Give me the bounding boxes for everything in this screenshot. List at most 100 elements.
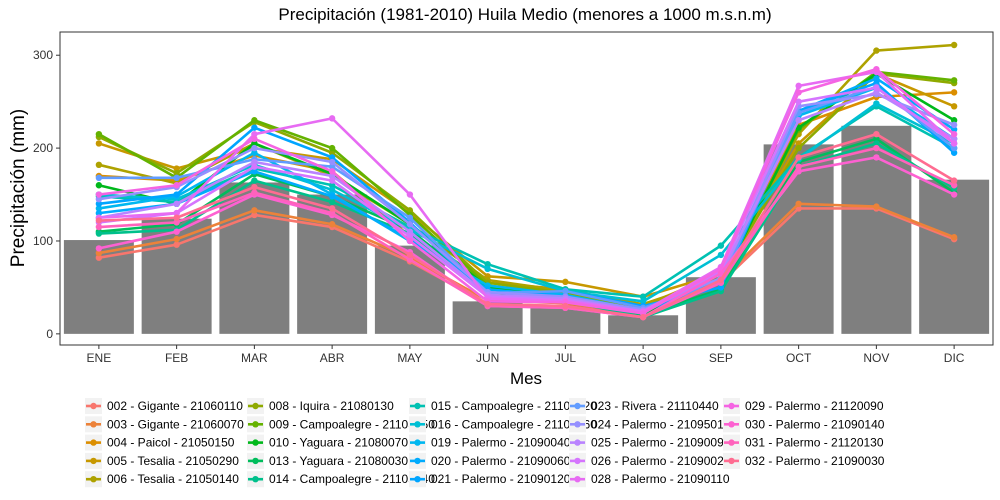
series-point [95,249,103,257]
series-point [95,230,103,237]
legend-label: 014 - Campoalegre - 21105040 [269,472,435,486]
series-point [950,117,958,124]
series-point [328,115,336,122]
legend-label: 015 - Campoalegre - 21100120 [431,399,597,413]
series-layer [95,41,958,321]
series-point [173,191,180,198]
series-point [95,200,103,208]
series-point [251,189,258,196]
x-axis-label: Mes [510,369,542,388]
legend-key-point [414,421,421,428]
series-line [98,67,955,315]
y-axis: 0 100 200 300 [33,48,60,341]
legend-label: 019 - Palermo - 21090040 [431,436,571,450]
legend-item: 026 - Palermo - 21090020 [569,452,731,469]
series-point [950,234,958,241]
legend-key-point [90,476,97,483]
legend-key-point [252,476,259,483]
series-point [950,140,958,147]
series-point [639,313,647,321]
legend-key-point [414,402,421,410]
legend-key-point [414,457,421,465]
series-point [873,135,880,143]
legend-item: 009 - Campoalegre - 21105050 [247,416,435,433]
series-point [173,182,180,189]
legend-item: 028 - Palermo - 21090110 [569,471,730,488]
series-point [717,242,725,249]
legend-label: 020 - Palermo - 21090060 [431,454,571,468]
series-point [328,168,336,175]
series-point [251,163,258,170]
series-point [406,237,414,245]
legend-key-point [252,439,259,446]
series-line [98,92,955,312]
legend-label: 030 - Palermo - 21090140 [745,417,885,431]
series-21 [95,65,958,317]
legend-key-point [414,476,421,483]
legend-item: 031 - Palermo - 21120130 [723,434,884,451]
legend-item: 014 - Campoalegre - 21105040 [247,471,435,488]
legend-item: 006 - Tesalia - 21050140 [85,471,239,488]
series-point [251,158,258,166]
legend-key-point [728,421,735,428]
bar-layer [63,125,990,334]
series-point [251,124,258,131]
series-point [251,130,258,138]
series-point [173,165,180,172]
series-line [98,146,955,319]
series-point [406,191,414,198]
series-point [328,186,336,194]
series-point [950,130,958,138]
legend-label: 023 - Rivera - 21110440 [591,399,719,413]
series-point [251,135,258,143]
series-point [950,89,958,96]
y-tick-label: 300 [33,48,53,62]
series-point [950,191,958,198]
x-tick-label: ABR [320,351,345,365]
legend-label: 021 - Palermo - 21090120 [431,472,571,486]
series-point [328,209,336,217]
x-axis: ENE FEB MAR ABR MAY JUN JUL AGO SEP OCT NOV DIC [87,345,965,365]
series-point [173,200,180,208]
series-point [173,228,180,235]
series-point [406,228,414,235]
series-point [251,211,258,219]
legend-label: 013 - Yaguara - 21080030 [269,454,408,468]
series-point [251,144,258,152]
series-point [950,41,958,49]
series-point [173,241,180,248]
series-point [950,177,958,184]
x-tick-label: MAR [241,351,268,365]
legend-key-point [728,457,735,465]
series-point [95,191,103,198]
series-line [98,86,955,312]
legend-item: 030 - Palermo - 21090140 [723,416,885,433]
legend-key-point [574,457,581,465]
series-point [873,140,880,147]
series-point [251,207,258,214]
legend-item: 004 - Paicol - 21050150 [85,434,235,451]
legend-item: 021 - Palermo - 21090120 [409,471,571,488]
series-point [95,254,103,261]
series-17 [95,91,958,313]
legend-item: 015 - Campoalegre - 21100120 [409,398,597,414]
x-tick-label: FEB [165,351,188,365]
series-point [950,126,958,133]
legend-label: 032 - Palermo - 21090030 [745,454,885,468]
series-point [328,193,336,200]
legend-item: 025 - Palermo - 21090090 [569,434,731,451]
legend-key-point [90,402,97,410]
series-point [173,214,180,221]
legend: 002 - Gigante - 21060110 003 - Gigante - … [85,398,885,488]
legend-label: 009 - Campoalegre - 21105050 [269,417,435,431]
legend-item: 002 - Gigante - 21060110 [85,398,243,414]
y-axis-label: Precipitación (mm) [8,109,29,267]
series-point [484,265,491,273]
legend-item: 020 - Palermo - 21090060 [409,452,571,469]
series-point [950,182,958,189]
series-point [950,103,958,110]
series-point [717,251,725,259]
legend-item: 023 - Rivera - 21110440 [569,398,719,414]
y-tick-label: 100 [33,234,53,248]
